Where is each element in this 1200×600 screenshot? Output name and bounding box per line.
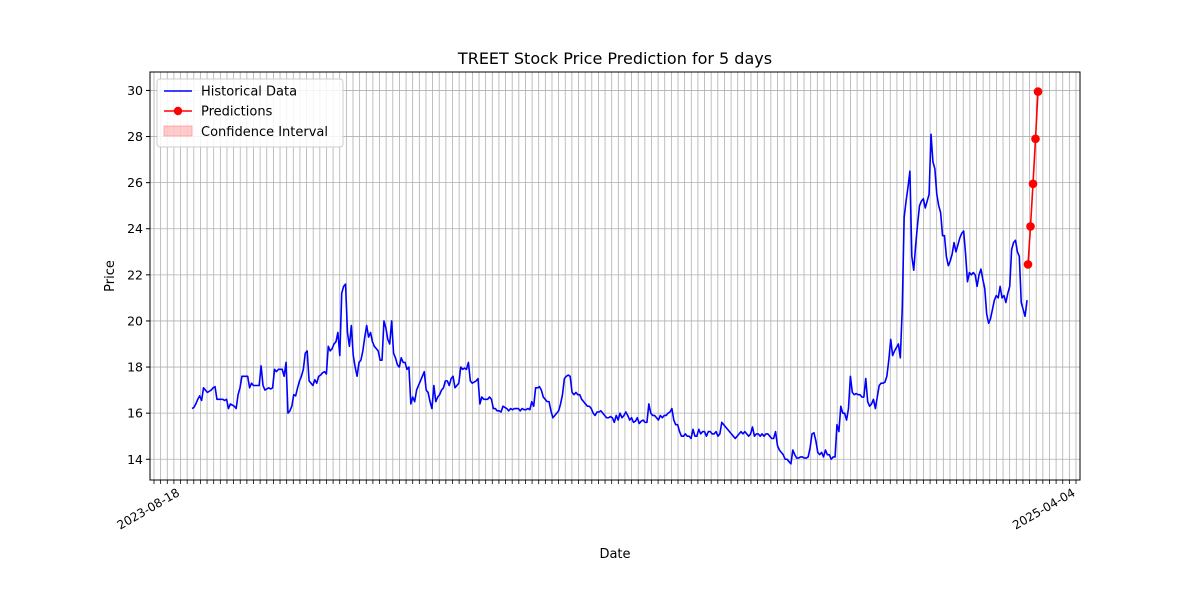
- chart-title: TREET Stock Price Prediction for 5 days: [457, 49, 772, 68]
- y-tick-label: 30: [127, 83, 143, 98]
- y-tick-label: 26: [127, 175, 143, 190]
- legend: Historical Data Predictions Confidence I…: [156, 78, 344, 148]
- series-layer: [191, 87, 1043, 465]
- legend-confidence-label: Confidence Interval: [201, 125, 328, 140]
- grid: [150, 72, 1080, 480]
- y-axis: 14 16 18 20 22 24 26 28 30: [127, 83, 150, 467]
- legend-confidence-swatch: [163, 125, 193, 137]
- y-axis-label: Price: [103, 260, 118, 292]
- prediction-point: [1033, 87, 1043, 96]
- legend-historical-label: Historical Data: [201, 85, 297, 100]
- y-tick-label: 24: [127, 221, 143, 236]
- historical-data-line: [191, 133, 1028, 465]
- legend-predictions-marker: [173, 106, 183, 116]
- y-tick-label: 16: [127, 406, 143, 421]
- prediction-point: [1023, 260, 1033, 269]
- y-tick-label: 14: [127, 452, 143, 467]
- prediction-point: [1026, 222, 1035, 231]
- legend-box: [156, 78, 344, 148]
- prediction-point: [1028, 179, 1038, 189]
- y-tick-label: 18: [127, 360, 143, 375]
- y-tick-label: 20: [127, 313, 143, 328]
- x-axis-label: Date: [599, 547, 630, 562]
- legend-predictions-label: Predictions: [201, 105, 273, 120]
- y-tick-label: 22: [127, 267, 143, 282]
- y-tick-label: 28: [127, 129, 143, 144]
- plot-frame: [149, 71, 1081, 481]
- prediction-point: [1031, 134, 1040, 144]
